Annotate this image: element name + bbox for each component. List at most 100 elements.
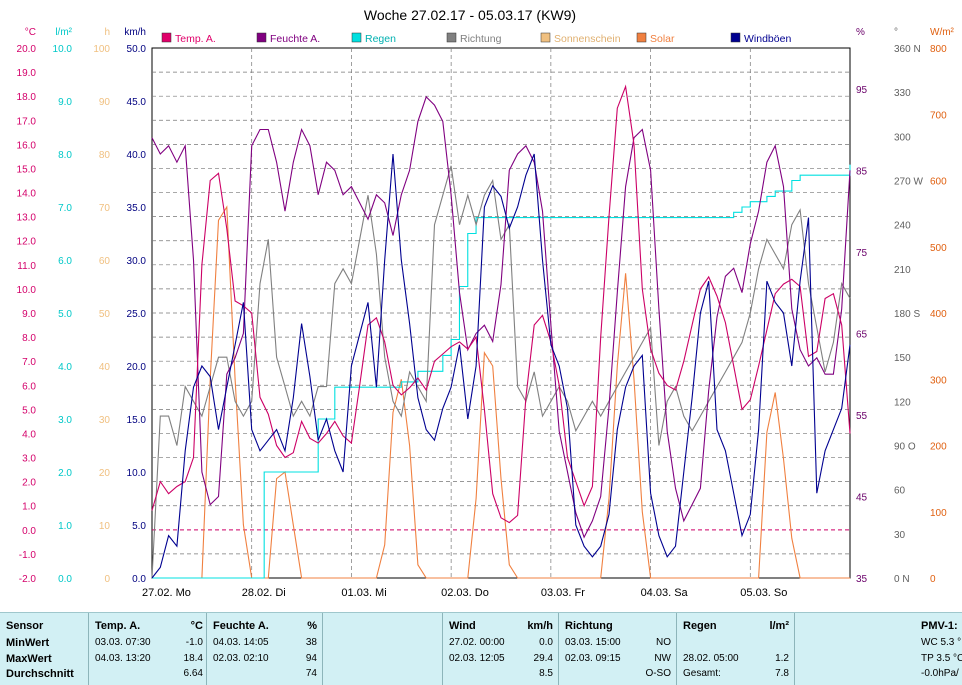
temp-axis-tick: -2.0 [19,574,37,585]
temp-axis-tick: 18.0 [17,92,37,103]
humidity-max-time: 02.03. 02:10 [213,653,269,664]
temp-axis-tick: 9.0 [22,309,36,320]
series-line-regen [152,164,851,579]
rain-axis-tick: 3.0 [58,415,72,426]
direction-axis-tick: 180 S [894,309,920,320]
series-line-tempa [151,84,851,524]
legend-swatch [161,32,172,43]
solar-axis-tick: 800 [930,44,947,55]
wind-axis-tick: 45.0 [127,97,147,108]
legend-swatch [256,32,267,43]
sun-axis-tick: 100 [93,44,110,55]
pmv-line2: TP 3.5 °C [921,653,962,664]
rain-axis-tick: 9.0 [58,97,72,108]
maxwert-label: MaxWert [6,653,52,665]
temp-axis-tick: 11.0 [17,261,36,272]
rain-axis-tick: 1.0 [58,521,72,532]
wind-axis-tick: 0.0 [132,574,146,585]
pmv-header: PMV-1: [921,620,958,632]
wind-avg-value: 8.5 [539,668,553,679]
series-line-solar [152,205,850,579]
solar-axis-tick: 200 [930,442,947,453]
stats-direction-col: Richtung 03.03. 15:00 NO 02.03. 09:15 NW… [558,613,677,685]
legend-label: Temp. A. [175,33,216,45]
temp-axis-tick: 12.0 [17,237,37,248]
temp-axis-tick: 2.0 [22,478,36,489]
rain-axis-tick: 7.0 [58,203,72,214]
direction-max-value: NW [654,653,671,664]
plot-area [151,47,851,579]
x-tick-label: 28.02. Di [242,587,286,599]
rain-header: Regen [683,620,717,632]
stats-sensor-col: Sensor MinWert MaxWert Durchschnitt [0,613,88,685]
y-axes: °C 20.0 19.0 18.0 17.0 16.0 15.0 14.0 13.0 12.0 11… [17,27,955,585]
temp-axis-tick: 7.0 [22,357,36,368]
chart-series [151,84,851,579]
stats-rain-col: Regen l/m² 28.02. 05:00 1.2 Gesamt: 7.8 [676,613,795,685]
rain-axis-tick: 2.0 [58,468,72,479]
temp-axis-unit: °C [25,27,36,38]
legend-label: Windböen [744,33,791,45]
legend-label: Sonnenschein [554,33,621,45]
temp-axis-tick: 5.0 [22,405,36,416]
wind-axis-tick: 5.0 [132,521,146,532]
temp-min-value: -1.0 [185,637,203,648]
rain-axis-tick: 10.0 [53,44,73,55]
solar-axis-tick: 600 [930,177,947,188]
legend-label: Regen [365,33,396,45]
direction-axis-tick: 300 [894,132,911,143]
direction-min-value: NO [656,637,671,648]
temp-axis-tick: 13.0 [17,213,37,224]
direction-axis-tick: 0 N [894,574,910,585]
rain-total-label: Gesamt: [683,668,721,679]
wind-axis-tick: 40.0 [127,150,147,161]
series-line-windben [151,153,851,579]
rain-unit: l/m² [769,620,789,632]
series-line-feuchtea [151,95,851,539]
legend-label: Richtung [460,33,502,45]
rain-axis-tick: 5.0 [58,309,72,320]
direction-avg-value: O-SO [645,668,671,679]
temp-max-value: 18.4 [183,653,203,664]
sun-axis-unit: h [104,27,110,38]
solar-axis-tick: 0 [930,574,936,585]
direction-min-time: 03.03. 15:00 [565,637,621,648]
x-tick-label: 01.03. Mi [341,587,386,599]
legend-swatch [540,32,551,43]
solar-axis-unit: W/m² [930,27,955,38]
stats-table: Sensor MinWert MaxWert Durchschnitt Temp… [0,612,962,685]
rain-axis-tick: 0.0 [58,574,72,585]
humidity-unit: % [307,620,317,632]
direction-axis-tick: 150 [894,353,911,364]
temp-header: Temp. A. [95,620,141,632]
legend-label: Solar [650,33,675,45]
humidity-axis-unit: % [856,27,865,38]
direction-axis-tick: 330 [894,88,911,99]
humidity-axis-tick: 55 [856,411,868,422]
wind-axis-tick: 50.0 [127,44,147,55]
stats-temp-col: Temp. A. °C 03.03. 07:30 -1.0 04.03. 13:… [88,613,207,685]
legend-swatch [730,32,741,43]
humidity-axis-tick: 35 [856,574,868,585]
sun-axis-tick: 90 [99,97,111,108]
temp-axis-tick: 1.0 [22,502,36,513]
temp-avg-value: 6.64 [183,668,203,679]
wind-unit: km/h [527,620,553,632]
rain-axis-tick: 6.0 [58,256,72,267]
rain-axis-tick: 4.0 [58,362,72,373]
humidity-axis-tick: 95 [856,85,868,96]
x-tick-label: 27.02. Mo [142,587,191,599]
temp-axis-tick: 19.0 [17,68,37,79]
wind-axis-unit: km/h [124,27,146,38]
sun-axis-tick: 20 [99,468,111,479]
pmv-line3: -0.0hPa/ [921,668,959,679]
solar-axis-tick: 300 [930,375,947,386]
sun-axis-tick: 40 [99,362,111,373]
direction-axis-tick: 210 [894,265,911,276]
series-line-richtung [151,165,851,579]
rain-axis-unit: l/m² [55,27,72,38]
temp-unit: °C [190,620,203,632]
weather-chart: °C 20.0 19.0 18.0 17.0 16.0 15.0 14.0 13.0 12.0 11… [17,7,955,599]
solar-axis-tick: 100 [930,508,947,519]
stats-wind-col: Wind km/h 27.02. 00:00 0.0 02.03. 12:05 … [442,613,559,685]
